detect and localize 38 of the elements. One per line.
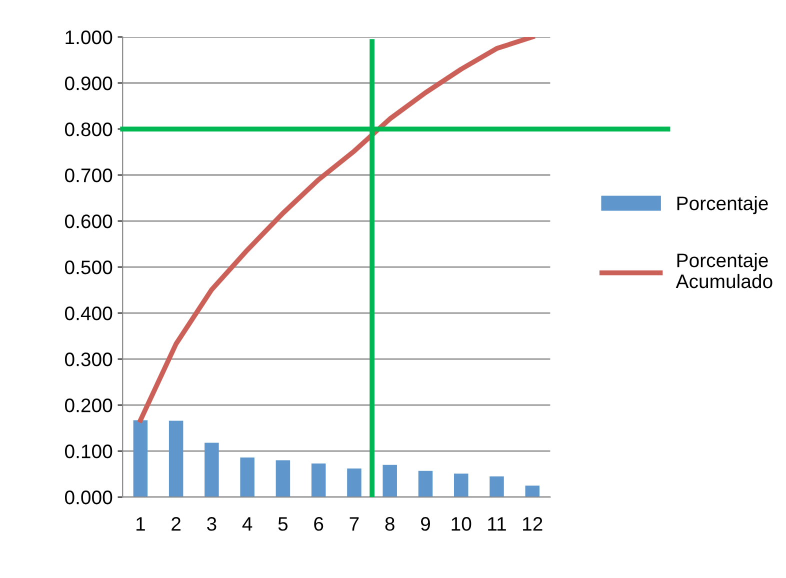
bar: [133, 420, 148, 498]
bar: [347, 468, 362, 498]
x-tick-label: 10: [452, 517, 472, 531]
x-tick-label: 1: [136, 517, 145, 531]
bar: [311, 463, 326, 498]
bar: [204, 442, 219, 498]
y-tick-label: 0.500: [65, 260, 112, 274]
bar: [490, 476, 504, 498]
bar: [276, 460, 290, 498]
x-tick-label: 12: [523, 517, 542, 531]
x-tick-label: 5: [278, 517, 288, 531]
y-tick-label: 0.300: [65, 352, 112, 366]
legend-label: Porcentaje Acumulado: [676, 253, 772, 288]
bar: [454, 474, 468, 498]
y-tick-label: 0.600: [65, 214, 112, 228]
y-tick-label: 0.900: [65, 76, 112, 90]
bar: [418, 470, 433, 498]
x-tick-label: 3: [207, 517, 216, 531]
y-tick-label: 0.400: [65, 306, 112, 320]
y-tick-label: 0.000: [65, 490, 112, 504]
x-tick-label: 7: [350, 517, 359, 531]
y-tick-label: 0.200: [65, 398, 112, 412]
x-tick-label: 9: [420, 517, 430, 531]
x-tick-label: 4: [242, 517, 252, 531]
y-tick-label: 1.000: [66, 30, 112, 44]
bar: [525, 486, 540, 498]
x-tick-label: 2: [172, 517, 180, 531]
y-tick-label: 0.800: [65, 122, 112, 136]
legend-label: Porcentaje: [677, 196, 768, 214]
bar: [382, 464, 397, 498]
x-tick-label: 11: [488, 517, 506, 531]
line-series: [138, 36, 535, 423]
bar: [168, 420, 184, 498]
y-tick-label: 0.700: [65, 168, 112, 182]
x-tick-label: 8: [385, 517, 394, 531]
x-tick-label: 6: [314, 517, 324, 531]
y-tick-label: 0.100: [65, 444, 112, 458]
bar: [240, 458, 254, 498]
